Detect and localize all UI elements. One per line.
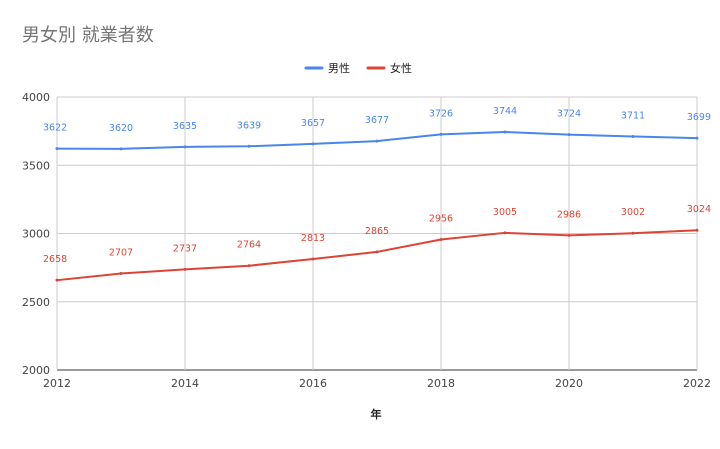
- data-point: [695, 228, 699, 232]
- x-tick-label: 2014: [171, 377, 199, 390]
- x-tick-label: 2016: [299, 377, 327, 390]
- x-tick-label: 2020: [555, 377, 583, 390]
- legend-label-1: 男性: [328, 61, 350, 75]
- data-point: [439, 132, 443, 136]
- data-point: [503, 130, 507, 134]
- data-label: 3622: [43, 123, 67, 134]
- data-labels: 3622 3620 3635 3639 3657 3677 3726 3744 3724 3711…: [43, 106, 711, 265]
- data-label: 3699: [687, 112, 711, 123]
- data-label: 3711: [621, 110, 645, 121]
- axes: 2000 2500 3000 3500 4000 2012 2014 2016 2018 2020…: [22, 91, 711, 390]
- series-line-2: [56, 229, 698, 282]
- data-point: [55, 278, 59, 282]
- data-point: [695, 136, 699, 140]
- data-label: 3024: [687, 204, 711, 215]
- data-point: [503, 231, 507, 235]
- data-label: 2865: [365, 226, 389, 237]
- y-tick-label: 2000: [22, 364, 50, 377]
- x-tick-label: 2022: [683, 377, 711, 390]
- data-point: [631, 134, 635, 138]
- y-tick-label: 2500: [22, 296, 50, 309]
- data-point: [375, 250, 379, 254]
- legend: 男性 女性: [304, 61, 412, 75]
- data-label: 3724: [557, 109, 581, 120]
- grid: [56, 96, 698, 371]
- series: [55, 130, 699, 282]
- data-point: [119, 147, 123, 151]
- chart-title: 男女別 就業者数: [22, 25, 154, 46]
- data-point: [375, 139, 379, 143]
- x-tick-label: 2018: [427, 377, 455, 390]
- x-axis-title: 年: [371, 407, 382, 421]
- data-label: 3002: [621, 207, 645, 218]
- y-tick-label: 3000: [22, 228, 50, 241]
- data-label: 3657: [301, 118, 325, 129]
- data-point: [183, 267, 187, 271]
- data-label: 2658: [43, 254, 67, 265]
- data-label: 3620: [109, 123, 133, 134]
- data-label: 3005: [493, 207, 517, 218]
- data-label: 2707: [109, 247, 133, 258]
- data-point: [311, 142, 315, 146]
- data-label: 2813: [301, 233, 325, 244]
- x-tick-label: 2012: [43, 377, 71, 390]
- data-label: 2986: [557, 209, 581, 220]
- data-label: 2956: [429, 214, 453, 225]
- data-label: 3677: [365, 115, 389, 126]
- data-label: 3635: [173, 121, 197, 132]
- data-point: [183, 145, 187, 149]
- data-point: [119, 271, 123, 275]
- data-label: 3639: [237, 120, 261, 131]
- data-point: [631, 231, 635, 235]
- y-tick-label: 3500: [22, 159, 50, 172]
- data-label: 2764: [237, 240, 261, 251]
- data-label: 3744: [493, 106, 517, 117]
- data-point: [55, 147, 59, 151]
- data-point: [567, 233, 571, 237]
- data-point: [247, 264, 251, 268]
- data-label: 2737: [173, 243, 197, 254]
- data-point: [439, 238, 443, 242]
- data-label: 3726: [429, 108, 453, 119]
- y-tick-label: 4000: [22, 91, 50, 104]
- legend-label-2: 女性: [390, 61, 412, 75]
- data-point: [247, 144, 251, 148]
- data-point: [311, 257, 315, 261]
- data-point: [567, 133, 571, 137]
